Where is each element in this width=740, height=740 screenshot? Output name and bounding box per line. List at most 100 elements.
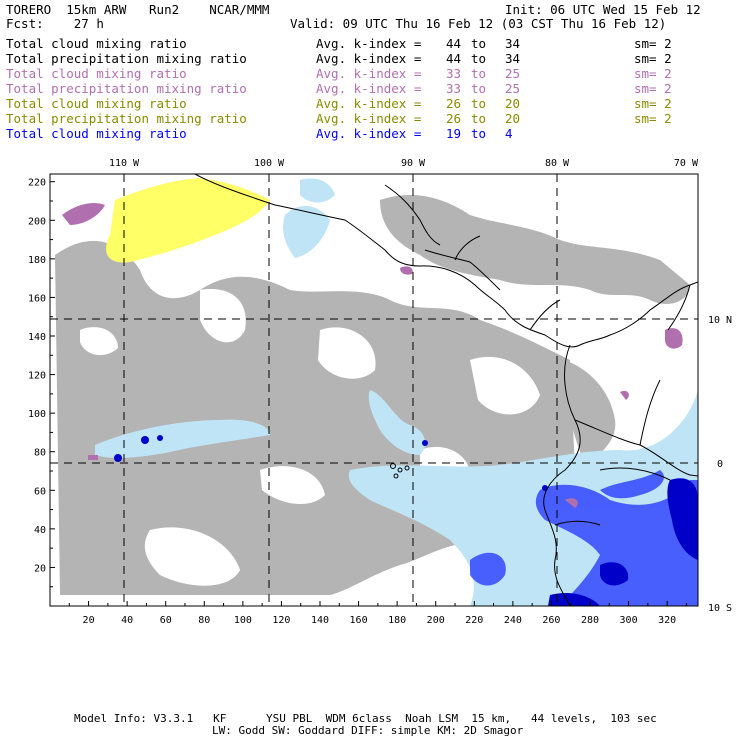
- latlon-grid: [50, 174, 698, 606]
- x-tick-label: 120: [272, 615, 290, 626]
- legend-smoothing: sm= 2: [634, 36, 672, 51]
- longitude-label: 110 W: [109, 158, 140, 169]
- y-tick-label: 20: [34, 563, 46, 574]
- legend-field: Total precipitation mixing ratio: [6, 111, 247, 126]
- legend-to: to: [471, 81, 487, 96]
- purple-shading: [62, 203, 683, 508]
- valid-time: Valid: 09 UTC Thu 16 Feb 12 (03 CST Thu …: [290, 16, 667, 31]
- legend-k-start: 26: [446, 96, 462, 111]
- run-name: Run2: [149, 2, 180, 17]
- legend-to: to: [471, 36, 487, 51]
- x-tick-label: 60: [160, 615, 172, 626]
- legend-smoothing: sm= 2: [634, 51, 672, 66]
- legend-to: to: [471, 66, 487, 81]
- blue-shading: [470, 470, 698, 606]
- axis-tick-labels: 20 40 60 80 100 120 140 160 180 200 220 240 260 280 30…: [28, 178, 676, 626]
- legend-field: Total cloud mixing ratio: [6, 96, 187, 111]
- organization: NCAR/MMM: [209, 2, 270, 17]
- legend-smoothing: sm= 2: [634, 81, 672, 96]
- legend-k-start: 33: [446, 81, 462, 96]
- x-tick-label: 320: [658, 615, 676, 626]
- legend-field: Total cloud mixing ratio: [6, 66, 187, 81]
- x-tick-label: 140: [311, 615, 329, 626]
- legend-k-end: 25: [505, 66, 521, 81]
- y-tick-label: 60: [34, 486, 46, 497]
- legend-k-end: 4: [505, 126, 513, 141]
- y-tick-label: 80: [34, 448, 46, 459]
- y-tick-label: 180: [28, 255, 46, 266]
- model-resolution: 15km ARW: [66, 2, 127, 17]
- legend-k-start: 33: [446, 66, 462, 81]
- title-model: TORERO 15km ARW Run2 NCAR/MMM: [6, 3, 269, 17]
- legend-k-end: 20: [505, 111, 521, 126]
- legend-field: Total precipitation mixing ratio: [6, 81, 247, 96]
- longitude-label: 80 W: [545, 158, 570, 169]
- forecast-label: Fcst:: [6, 16, 44, 31]
- longitude-labels: 110 W 100 W 90 W 80 W 70 W: [109, 158, 699, 169]
- forecast-value: 27 h: [73, 16, 104, 31]
- legend-k-end: 34: [505, 51, 521, 66]
- yellow-shading: [106, 178, 270, 263]
- legend-avg-label: Avg. k-index =: [316, 51, 422, 66]
- legend-smoothing: sm= 2: [634, 111, 672, 126]
- legend-to: to: [471, 51, 487, 66]
- legend-avg-label: Avg. k-index =: [316, 36, 422, 51]
- legend-avg-label: Avg. k-index =: [316, 96, 422, 111]
- latitude-label: 10 S: [708, 603, 732, 614]
- legend-to: to: [471, 126, 487, 141]
- y-tick-label: 160: [28, 293, 46, 304]
- x-tick-label: 260: [542, 615, 560, 626]
- x-tick-label: 80: [198, 615, 210, 626]
- y-tick-label: 140: [28, 332, 46, 343]
- x-tick-label: 180: [388, 615, 406, 626]
- legend-smoothing: sm= 2: [634, 66, 672, 81]
- longitude-label: 70 W: [674, 158, 699, 169]
- x-tick-label: 280: [581, 615, 599, 626]
- plot-frame: [49, 173, 699, 607]
- x-tick-label: 300: [620, 615, 638, 626]
- legend-smoothing: sm= 2: [634, 96, 672, 111]
- x-tick-label: 100: [234, 615, 252, 626]
- legend-k-start: 26: [446, 111, 462, 126]
- legend-k-start: 19: [446, 126, 462, 141]
- legend-avg-label: Avg. k-index =: [316, 81, 422, 96]
- y-tick-label: 100: [28, 409, 46, 420]
- legend-k-end: 25: [505, 81, 521, 96]
- model-info: Model Info: V3.3.1 KF YSU PBL WDM 6class…: [74, 712, 657, 725]
- latitude-label: 0: [717, 459, 723, 470]
- x-tick-label: 220: [465, 615, 483, 626]
- legend-k-end: 20: [505, 96, 521, 111]
- x-tick-label: 200: [427, 615, 445, 626]
- coastlines: [194, 174, 698, 606]
- x-tick-label: 20: [83, 615, 95, 626]
- x-tick-label: 240: [504, 615, 522, 626]
- legend-k-start: 44: [446, 51, 462, 66]
- latitude-labels: 10 N 0 10 S: [708, 315, 732, 614]
- darkblue-shading: [114, 435, 698, 606]
- longitude-label: 90 W: [401, 158, 426, 169]
- legend-to: to: [471, 96, 487, 111]
- legend-field: Total precipitation mixing ratio: [6, 51, 247, 66]
- forecast-hour: Fcst: 27 h: [6, 17, 104, 31]
- legend-avg-label: Avg. k-index =: [316, 111, 422, 126]
- legend-avg-label: Avg. k-index =: [316, 66, 422, 81]
- legend-to: to: [471, 111, 487, 126]
- y-tick-label: 200: [28, 216, 46, 227]
- y-tick-label: 220: [28, 178, 46, 189]
- physics-info: LW: Godd SW: Goddard DIFF: simple KM: 2D…: [212, 724, 524, 737]
- axis-ticks: [50, 181, 687, 606]
- legend-field: Total cloud mixing ratio: [6, 126, 187, 141]
- x-tick-label: 160: [350, 615, 368, 626]
- latitude-label: 10 N: [708, 315, 732, 326]
- x-tick-label: 40: [121, 615, 133, 626]
- y-tick-label: 120: [28, 371, 46, 382]
- y-tick-label: 40: [34, 525, 46, 536]
- init-time: Init: 06 UTC Wed 15 Feb 12: [505, 2, 701, 17]
- legend-field: Total cloud mixing ratio: [6, 36, 187, 51]
- field-layer: [55, 178, 698, 606]
- longitude-label: 100 W: [254, 158, 285, 169]
- model-name: TORERO: [6, 2, 52, 17]
- legend-k-end: 34: [505, 36, 521, 51]
- legend-k-start: 44: [446, 36, 462, 51]
